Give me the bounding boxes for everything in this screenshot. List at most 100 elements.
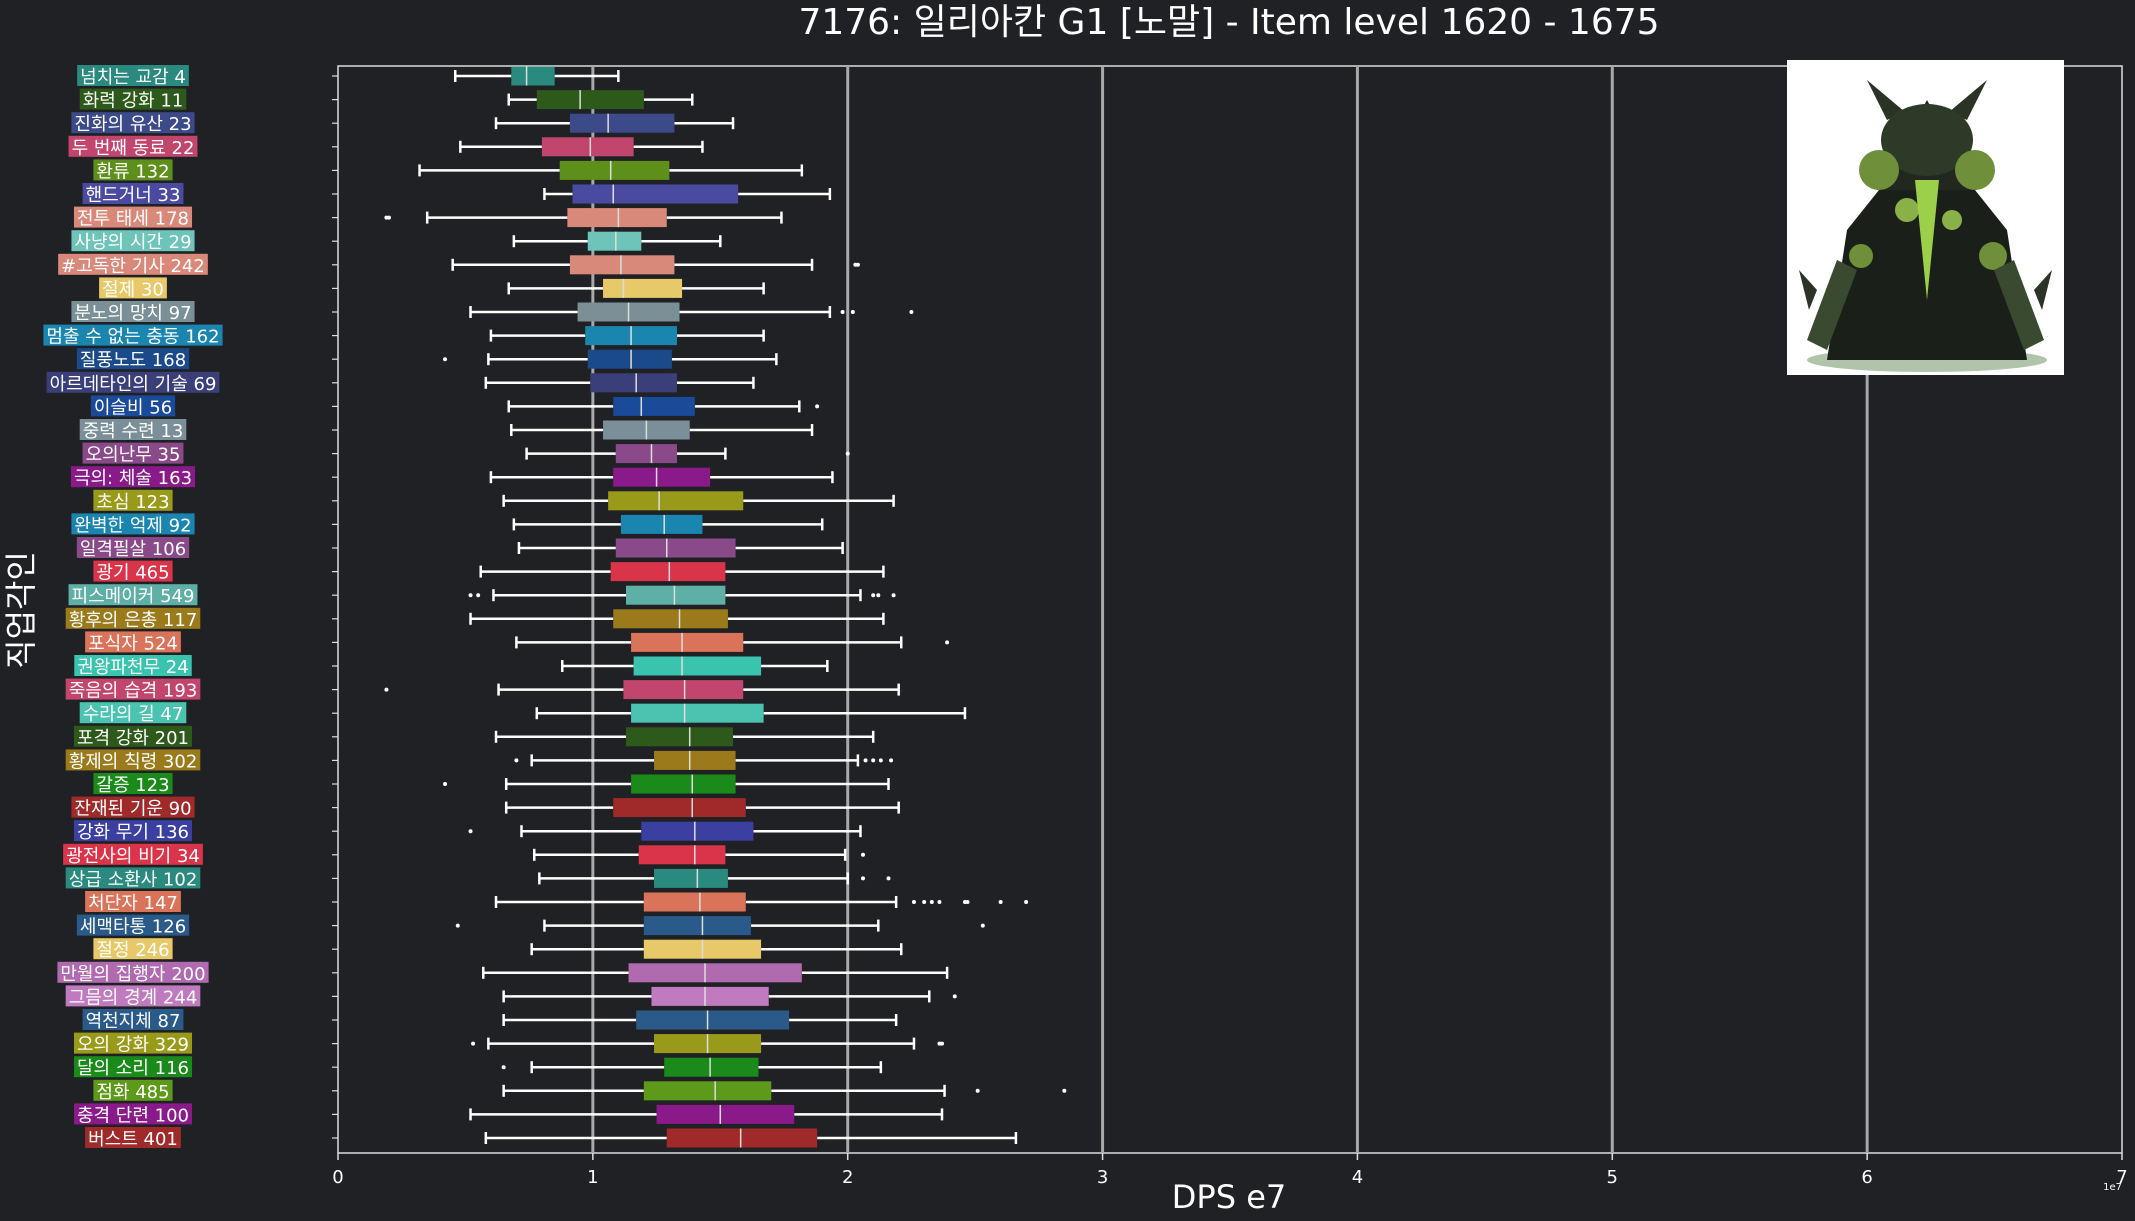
box-rect	[615, 538, 736, 558]
category-label-text: 처단자 147	[88, 893, 178, 914]
category-label-bg	[73, 1103, 193, 1125]
category-label-text: 달의 소리 116	[77, 1058, 189, 1079]
outlier-point	[965, 900, 970, 904]
category-label-37: 절정 246	[93, 938, 173, 961]
box-32	[468, 821, 862, 841]
box-7	[512, 231, 722, 251]
category-label-29: 황제의 칙령 302	[65, 749, 201, 772]
x-axis-label: DPS e7	[1172, 1178, 1286, 1216]
category-label-text: 절정 246	[96, 940, 169, 961]
category-label-bg	[93, 938, 173, 960]
x-tick-label: 4	[1352, 1167, 1363, 1188]
box-14	[507, 396, 820, 416]
box-35	[494, 892, 1029, 912]
category-label-5: 핸드거너 33	[82, 183, 184, 206]
box-38	[482, 963, 949, 983]
box-45	[484, 1128, 1018, 1148]
box-rect	[631, 703, 764, 723]
box-12	[443, 349, 778, 369]
box-19	[512, 514, 824, 534]
category-label-bg	[82, 442, 184, 464]
box-15	[510, 420, 814, 440]
category-label-bg	[85, 891, 181, 912]
category-label-text: 황제의 칙령 302	[69, 751, 198, 772]
outlier-point	[1024, 900, 1029, 904]
outlier-point	[476, 593, 481, 598]
category-label-11: 멈출 수 없는 충동 162	[43, 324, 223, 348]
category-label-17: 극의: 체술 163	[70, 466, 196, 489]
category-label-bg	[65, 749, 201, 771]
category-label-bg	[73, 1032, 193, 1054]
category-label-16: 오의난무 35	[82, 442, 184, 466]
category-label-bg	[90, 395, 176, 417]
category-label-text: 오의 강화 329	[77, 1035, 189, 1056]
outlier-point	[1062, 1088, 1067, 1093]
category-label-text: 상급 소환사 102	[69, 869, 198, 890]
category-label-text: 버스트 401	[88, 1129, 178, 1150]
category-label-text: 권왕파천무 24	[77, 657, 188, 678]
category-label-text: 중력 수련 13	[83, 421, 184, 442]
category-label-bg	[93, 773, 173, 794]
outlier-point	[929, 900, 934, 904]
category-label-text: 일격필살 106	[80, 539, 186, 560]
box-20	[517, 538, 844, 558]
box-18	[502, 491, 895, 511]
outlier-point	[886, 876, 891, 881]
box-rect	[625, 585, 726, 605]
category-label-text: 절제 30	[102, 279, 164, 300]
category-label-text: 광기 465	[96, 563, 169, 584]
category-label-bg	[68, 135, 198, 157]
category-label-bg	[46, 371, 220, 393]
box-rect	[643, 916, 751, 936]
category-label-31: 잔재된 기운 90	[71, 796, 195, 820]
category-label-bg	[71, 230, 195, 252]
category-label-bg	[76, 914, 190, 936]
box-rect	[567, 208, 667, 228]
box-rect	[631, 774, 736, 794]
box-rect	[623, 680, 744, 700]
category-label-bg	[73, 725, 193, 747]
box-27	[535, 703, 967, 723]
category-label-41: 오의 강화 329	[73, 1032, 193, 1056]
category-label-21: 광기 465	[93, 560, 173, 584]
category-label-bg	[93, 1079, 173, 1101]
box-26	[384, 680, 900, 700]
outlier-point	[501, 1065, 506, 1070]
category-label-text: 죽음의 습격 193	[69, 681, 198, 702]
box-rect	[643, 892, 746, 912]
outlier-point	[850, 310, 855, 314]
category-label-bg	[74, 655, 192, 676]
x-tick-label: 5	[1607, 1167, 1618, 1188]
category-label-text: 충격 단련 100	[77, 1105, 189, 1126]
category-label-22: 피스메이커 549	[68, 584, 198, 607]
category-label-18: 초심 123	[93, 489, 173, 513]
category-label-15: 중력 수련 13	[79, 419, 187, 442]
box-rect	[541, 137, 634, 157]
category-label-bg	[65, 985, 201, 1007]
category-label-2: 진화의 유산 23	[71, 112, 195, 135]
box-34	[538, 868, 891, 888]
category-label-text: 피스메이커 549	[72, 586, 195, 607]
outlier-point	[975, 1088, 980, 1093]
box-42	[501, 1057, 883, 1077]
category-label-text: 넘치는 교감 4	[80, 67, 186, 88]
category-label-text: 광전사의 비기 34	[66, 846, 200, 867]
box-rect	[615, 444, 677, 464]
box-11	[489, 326, 765, 346]
box-rect	[628, 963, 802, 983]
box-rect	[587, 231, 642, 251]
outlier-point	[878, 758, 883, 763]
box-rect	[613, 396, 695, 416]
category-label-text: 멈출 수 없는 충동 162	[46, 327, 219, 348]
box-rect	[625, 727, 734, 747]
box-rect	[664, 1057, 759, 1077]
outlier-point	[443, 357, 448, 362]
box-39	[502, 986, 957, 1006]
category-label-7: 사냥의 시간 29	[71, 230, 195, 253]
box-22	[468, 585, 896, 605]
box-rect	[638, 845, 726, 865]
x-ticks: 0 1 2 3 4 5 6 7	[332, 75, 2128, 1188]
category-label-32: 강화 무기 136	[73, 820, 193, 843]
box-rect	[559, 160, 670, 180]
